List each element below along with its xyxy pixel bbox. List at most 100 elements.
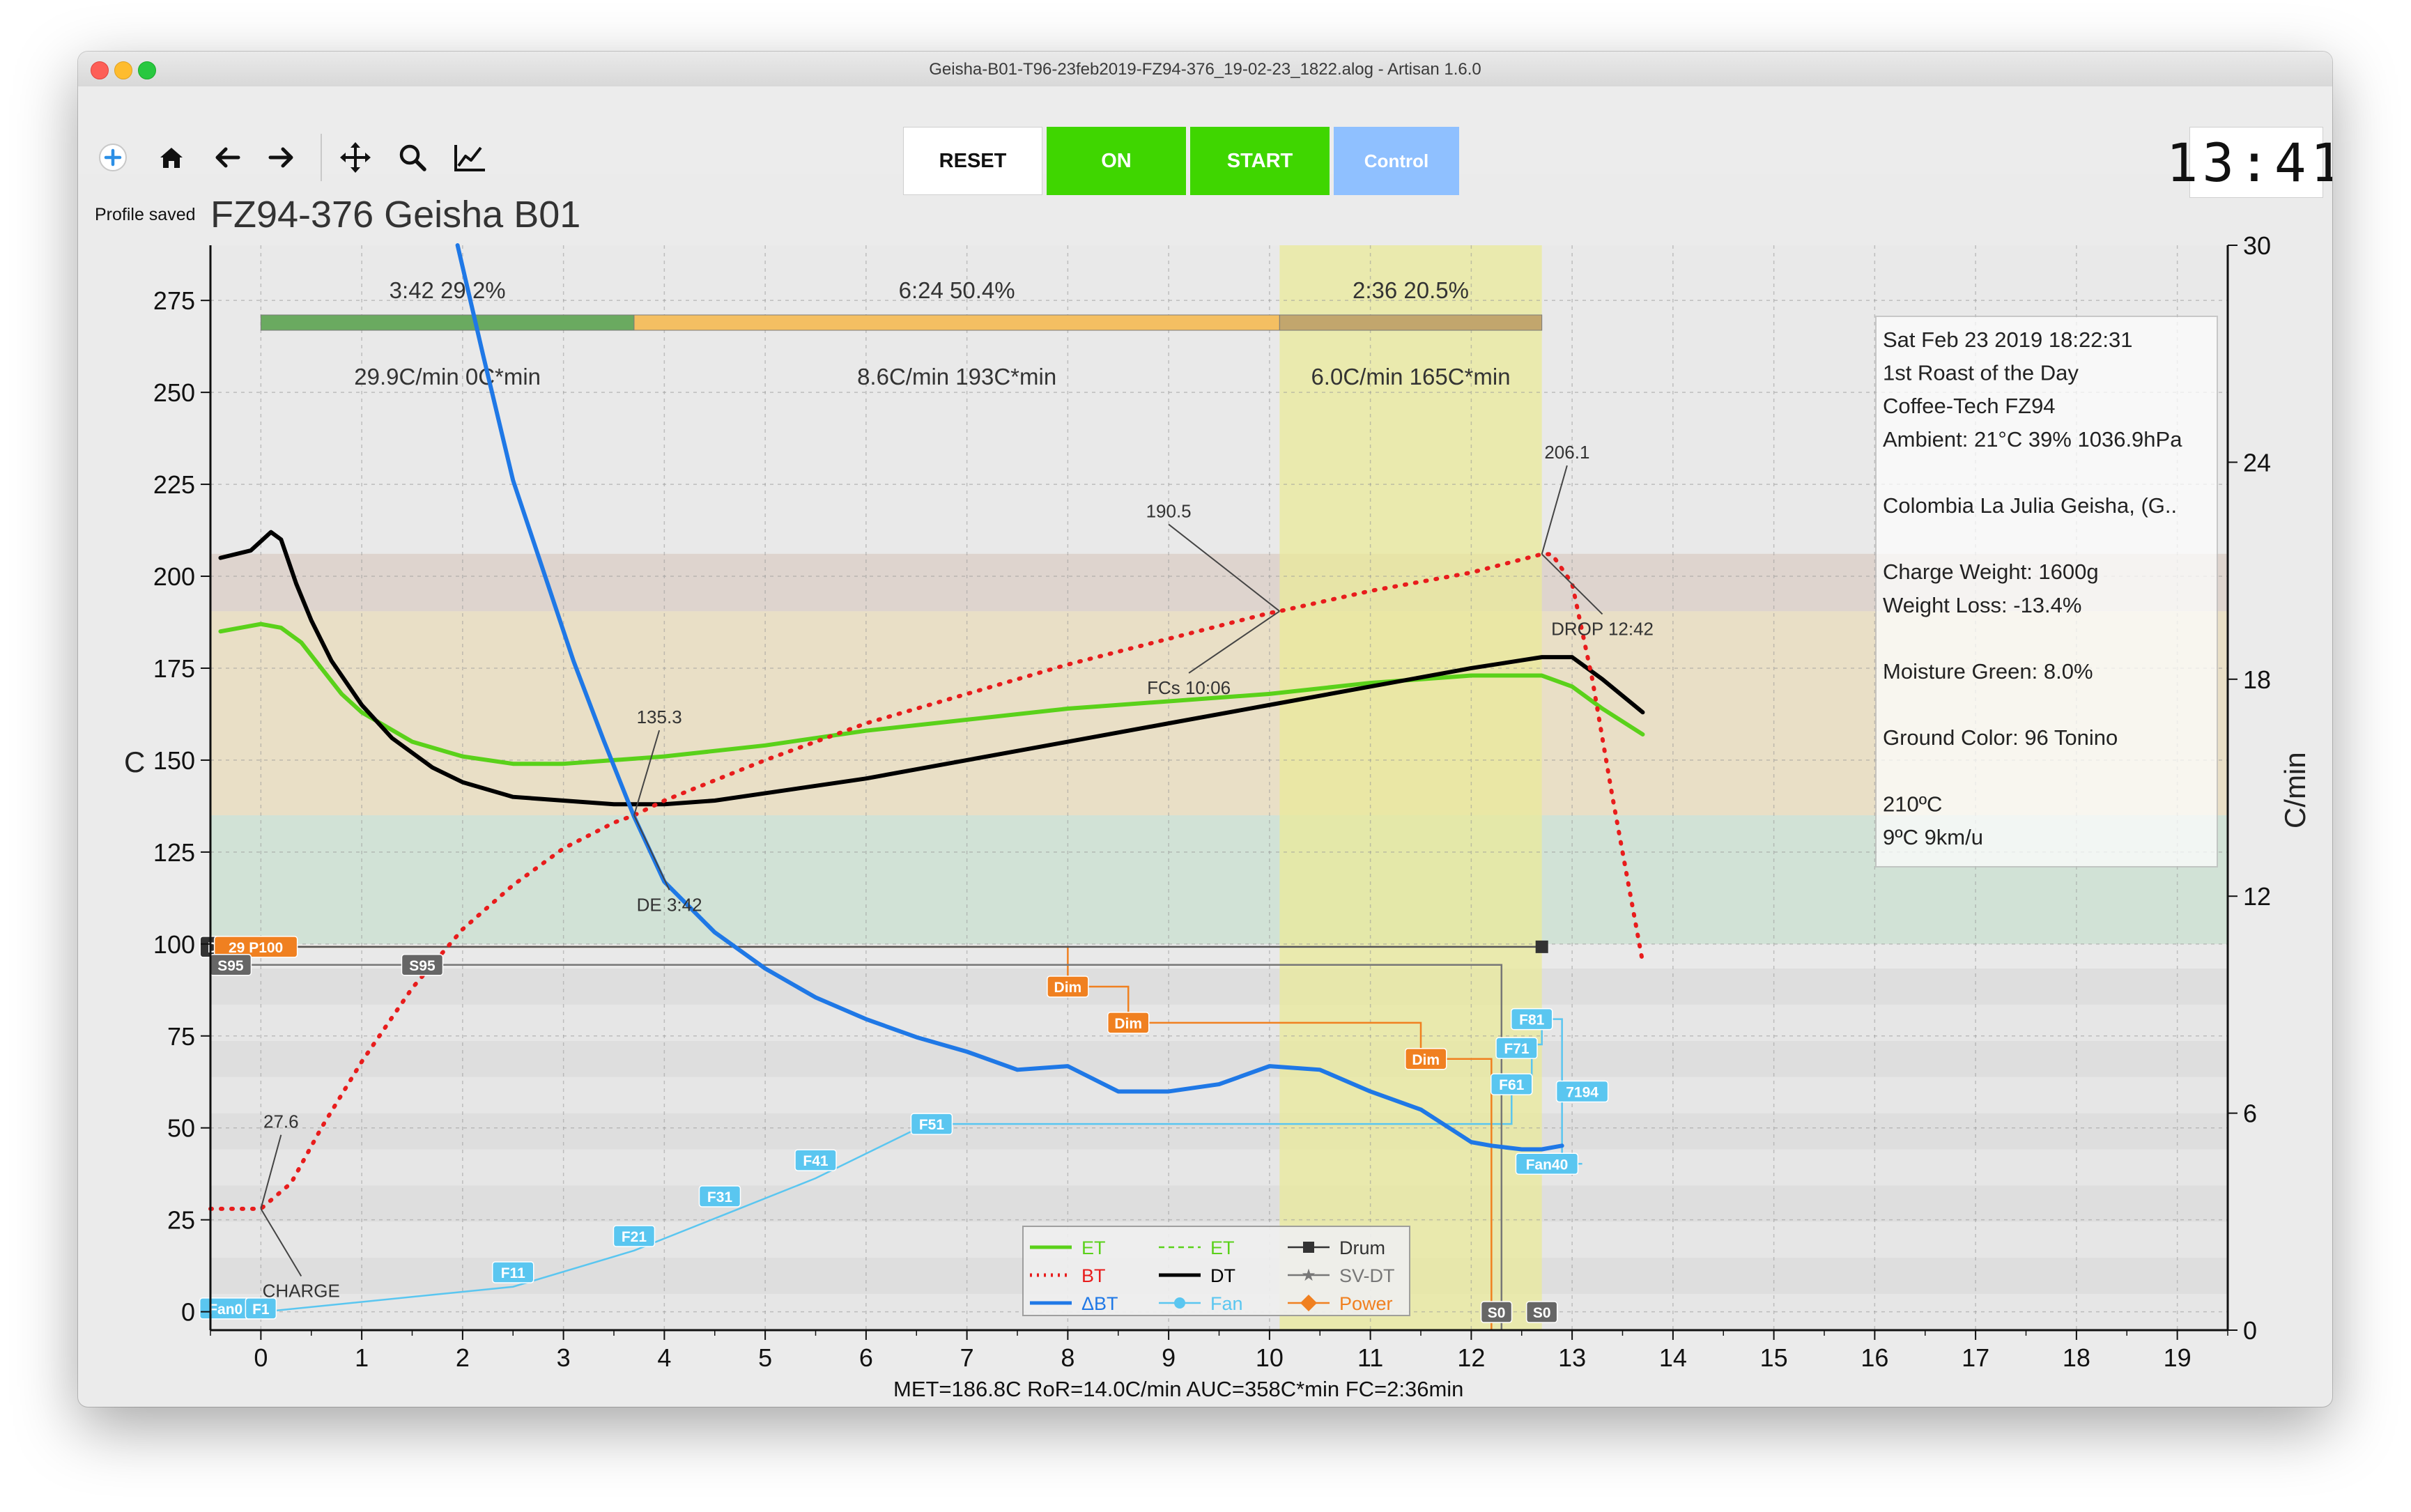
move-icon[interactable] xyxy=(339,141,372,174)
annotation-label: CHARGE xyxy=(263,1280,340,1301)
phase-bar xyxy=(1279,314,1543,331)
event-marker-label: F11 xyxy=(501,1265,525,1281)
series-delta-bt xyxy=(455,243,1564,1152)
legend-label: Power xyxy=(1339,1293,1393,1314)
y2-tick-label: 24 xyxy=(2243,448,2271,477)
phase-bar xyxy=(633,314,1280,331)
annotation-label: 206.1 xyxy=(1544,442,1589,463)
zoom-icon[interactable] xyxy=(396,141,429,174)
y-tick-label: 275 xyxy=(153,286,195,315)
drum-marker xyxy=(1535,940,1548,953)
on-button[interactable]: ON xyxy=(1047,127,1186,195)
annotation-leader xyxy=(1541,553,1603,615)
info-line: Coffee-Tech FZ94 xyxy=(1883,394,2056,418)
legend-label: ET xyxy=(1210,1237,1235,1258)
status-message: Profile saved xyxy=(95,205,196,224)
x-tick-label: 15 xyxy=(1760,1343,1788,1372)
event-marker-label: Fan0 xyxy=(208,1302,242,1318)
y-tick-label: 100 xyxy=(153,930,195,959)
phase-rate-label: 6.0C/min 165C*min xyxy=(1311,364,1510,389)
phase-time-label: 2:36 20.5% xyxy=(1353,277,1469,303)
x-tick-label: 17 xyxy=(1962,1343,1989,1372)
y-axis-label: C xyxy=(124,746,145,778)
event-marker-label: S0 xyxy=(1488,1305,1506,1321)
arrow-left-icon[interactable] xyxy=(210,141,244,174)
event-marker-box xyxy=(213,936,298,958)
event-marker-label: Dim xyxy=(1054,980,1082,996)
phase-rate-label: 8.6C/min 193C*min xyxy=(857,364,1056,389)
legend-marker xyxy=(1174,1297,1185,1309)
annotation-leader xyxy=(633,730,661,816)
series-dt xyxy=(218,530,1645,807)
y-tick-label: 200 xyxy=(153,562,195,591)
event-marker-box xyxy=(1480,1301,1513,1323)
event-marker-box xyxy=(1525,1301,1558,1323)
y-tick-label: 175 xyxy=(153,654,195,683)
x-tick-label: 2 xyxy=(456,1343,470,1372)
legend-label: ET xyxy=(1081,1237,1106,1258)
event-marker-box xyxy=(1515,1152,1579,1175)
chart-line-icon[interactable] xyxy=(453,141,486,174)
annotation-leader xyxy=(260,1208,302,1277)
x-tick-label: 11 xyxy=(1357,1343,1383,1372)
background-stripe xyxy=(210,1040,2228,1077)
start-button[interactable]: START xyxy=(1190,127,1330,195)
event-marker-box xyxy=(1107,1012,1150,1034)
info-line: 9ºC 9km/u xyxy=(1883,825,1983,849)
toolbar-separator xyxy=(321,134,322,181)
event-marker-label: F1 xyxy=(252,1302,270,1318)
roast-chart[interactable]: 3:42 29.2% 29.9C/min 0C*min 6:24 50.4% 8.6C… xyxy=(78,52,2332,1407)
y2-axis-label: C/min xyxy=(2279,752,2311,828)
event-marker-box xyxy=(492,1261,534,1283)
event-marker-box xyxy=(401,954,444,976)
close-window-button[interactable] xyxy=(91,61,109,79)
series-et xyxy=(218,622,1645,766)
home-icon[interactable] xyxy=(155,141,188,174)
minimize-window-button[interactable] xyxy=(114,61,132,79)
y-tick-label: 0 xyxy=(181,1298,195,1327)
x-tick-label: 1 xyxy=(355,1343,369,1372)
background-stripe xyxy=(210,1113,2228,1150)
info-box-frame xyxy=(1875,316,2218,867)
event-marker-label: S95 xyxy=(409,958,436,974)
reset-button[interactable]: RESET xyxy=(903,127,1042,195)
event-marker-label: S95 xyxy=(217,958,244,974)
roast-info-box: Sat Feb 23 2019 18:22:31 1st Roast of the… xyxy=(1875,316,2218,867)
phase-rate-label: 29.9C/min 0C*min xyxy=(354,364,541,389)
event-marker-label: F21 xyxy=(622,1229,647,1245)
event-marker-label: 29 P100 xyxy=(229,940,283,956)
info-line: Ground Color: 96 Tonino xyxy=(1883,725,2118,750)
x-tick-label: 7 xyxy=(960,1343,974,1372)
x-tick-label: 4 xyxy=(657,1343,671,1372)
x-tick-label: 14 xyxy=(1659,1343,1687,1372)
y2-tick-label: 18 xyxy=(2243,665,2271,694)
zoom-window-button[interactable] xyxy=(138,61,156,79)
legend-label: Fan xyxy=(1210,1293,1243,1314)
legend-label: SV-DT xyxy=(1339,1265,1395,1286)
event-marker-label: Dim xyxy=(1412,1052,1440,1068)
event-marker-box xyxy=(794,1149,837,1171)
window-title: Geisha-B01-T96-23feb2019-FZ94-376_19-02-… xyxy=(929,60,1481,79)
toolbar: Profile saved RESET ON START Control 13:… xyxy=(78,86,2332,224)
event-marker-box xyxy=(1047,975,1089,998)
plus-icon[interactable] xyxy=(96,141,130,174)
y-tick-label: 50 xyxy=(167,1114,195,1143)
event-marker-label: S0 xyxy=(1533,1305,1551,1321)
arrow-right-icon[interactable] xyxy=(265,141,298,174)
event-marker-label: F81 xyxy=(1519,1012,1545,1028)
y-tick-label: 150 xyxy=(153,746,195,775)
title-bar: Geisha-B01-T96-23feb2019-FZ94-376_19-02-… xyxy=(78,52,2332,87)
event-marker-box xyxy=(1495,1037,1538,1059)
app-window: Geisha-B01-T96-23feb2019-FZ94-376_19-02-… xyxy=(78,52,2332,1407)
event-marker-box xyxy=(698,1185,741,1208)
event-marker-label: F61 xyxy=(1499,1077,1525,1093)
x-tick-label: 18 xyxy=(2063,1343,2090,1372)
info-line: Weight Loss: -13.4% xyxy=(1883,593,2081,617)
annotation-label: DROP 12:42 xyxy=(1551,618,1654,639)
phase-time-label: 3:42 29.2% xyxy=(390,277,506,303)
annotation-leader xyxy=(260,1134,282,1210)
info-line: Colombia La Julia Geisha, (G.. xyxy=(1883,493,2177,518)
control-button[interactable]: Control xyxy=(1334,127,1459,195)
annotation-leader xyxy=(1188,610,1280,674)
info-line: Charge Weight: 1600g xyxy=(1883,560,2099,584)
